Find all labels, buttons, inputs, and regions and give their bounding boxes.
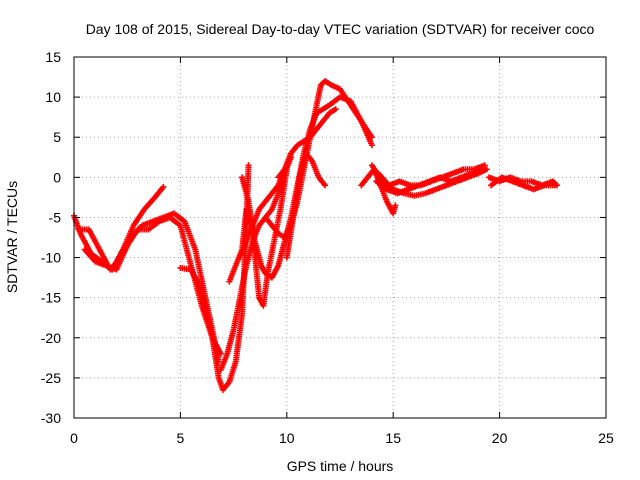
x-tick-label: 15 [385,430,401,446]
chart-title: Day 108 of 2015, Sidereal Day-to-day VTE… [86,21,595,37]
grid-layer [74,57,606,418]
data-point [551,182,558,189]
plot-frame [73,56,607,419]
data-point [481,162,488,169]
y-tick-label: 10 [45,89,61,105]
y-tick-label: 5 [53,129,61,145]
series-arc-o [373,166,486,197]
series-arc-j [283,150,329,261]
data-point [332,106,339,113]
data-point [322,182,329,189]
data-layer [71,78,561,393]
series-arc-d [177,162,252,393]
data-point [479,166,486,173]
series-arc-h [239,94,375,281]
data-point [160,183,167,190]
x-tick-label: 0 [70,430,78,446]
data-point [368,142,375,149]
data-point [217,350,224,357]
x-tick-label: 20 [492,430,508,446]
y-tick-label: -30 [41,410,61,426]
data-point [245,162,252,169]
y-tick-label: -10 [41,250,61,266]
y-tick-label: -25 [41,370,61,386]
y-tick-label: 15 [45,49,61,65]
x-tick-label: 10 [279,430,295,446]
series-arc-q [488,174,558,193]
data-point [392,202,399,209]
x-axis-title: GPS time / hours [287,458,394,474]
x-tick-label: 25 [598,430,614,446]
x-tick-label: 5 [177,430,185,446]
y-tick-label: -5 [49,209,62,225]
tick-layer: 0 5 10 15 20 25 -30 -25 -20 -15 -10 -5 0 5 10 15 [41,49,614,446]
y-tick-label: -20 [41,330,61,346]
y-axis-title: SDTVAR / TECUs [4,181,20,293]
series-arc-k [275,106,339,181]
y-tick-label: -15 [41,290,61,306]
y-tick-label: 0 [53,169,61,185]
